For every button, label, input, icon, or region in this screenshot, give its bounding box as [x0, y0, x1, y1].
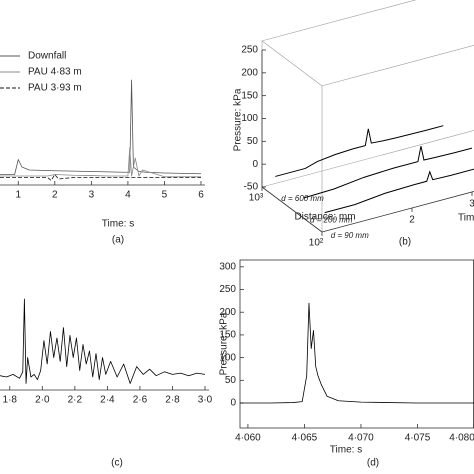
- trace-line: [275, 125, 444, 177]
- x-tick-label: 4·070: [348, 433, 374, 444]
- series-line: [0, 147, 201, 178]
- y-tick-label: 0: [230, 398, 236, 409]
- trace-line: [324, 168, 474, 214]
- x-tick-label: 2·2: [68, 395, 83, 406]
- x-tick-label: 1·8: [3, 395, 18, 406]
- y-tick-label: 150: [219, 330, 236, 341]
- panel-label: (d): [367, 458, 379, 469]
- y-tick-label: 200: [241, 67, 258, 78]
- y-tick-label: 300: [219, 261, 236, 272]
- x-tick-label: 4·065: [292, 433, 318, 444]
- series-line: [0, 298, 206, 384]
- x-tick-label: 6: [198, 190, 204, 201]
- y-tick-label: 0: [252, 159, 258, 170]
- frame-edge: [261, 40, 323, 87]
- x-tick-label: 2·4: [100, 395, 115, 406]
- trace-line: [303, 146, 473, 199]
- legend-label: PAU 4·83 m: [28, 67, 82, 78]
- x-tick-label: 3: [89, 190, 95, 201]
- time-axis: [321, 191, 474, 233]
- x-tick-label: 2·0: [35, 395, 50, 406]
- series-line: [0, 79, 202, 175]
- panel-label: (b): [399, 237, 411, 248]
- frame-edge: [261, 130, 474, 188]
- time-tick-label: 3: [469, 199, 474, 210]
- y-tick-label: 200: [219, 307, 236, 318]
- series-line: [240, 302, 474, 404]
- y-tick-label: 50: [225, 375, 237, 386]
- x-tick-label: 1: [15, 190, 21, 201]
- series-line: [0, 174, 201, 181]
- trace-label: d = 200 mm: [310, 216, 353, 225]
- distance-axis-label: Distance: mm: [294, 212, 355, 223]
- x-tick-label: 4·080: [449, 433, 474, 444]
- frame-edge: [261, 0, 417, 42]
- y-tick-label: 250: [219, 284, 236, 295]
- x-tick-label: 5: [162, 190, 168, 201]
- time-tick-label: 2: [409, 215, 415, 226]
- panel-label: (c): [111, 458, 123, 469]
- frame-edge: [321, 45, 474, 87]
- x-tick-label: 2·8: [165, 395, 180, 406]
- x-axis-label: Time: s: [330, 445, 362, 456]
- panel-label: (a): [112, 235, 124, 246]
- x-tick-label: 4·060: [235, 433, 261, 444]
- y-tick-label: 150: [241, 90, 258, 101]
- y-tick-label: 250: [241, 45, 258, 56]
- x-tick-label: 4·075: [405, 433, 431, 444]
- y-tick-label: -50: [244, 182, 259, 193]
- time-axis-label: Time: s: [458, 213, 474, 224]
- y-axis-label: Pressure: kPa: [233, 88, 244, 151]
- legend-label: Downfall: [28, 51, 66, 62]
- y-tick-label: 100: [219, 352, 236, 363]
- x-axis-label: Time: s: [102, 219, 134, 230]
- y-axis-label: Pressure: kPa: [219, 312, 230, 375]
- x-tick-label: 2·6: [133, 395, 148, 406]
- distance-tick-label: 10²: [309, 238, 324, 249]
- distance-axis: [261, 186, 323, 233]
- trace-label: d = 90 mm: [331, 231, 369, 240]
- legend-label: PAU 3·93 m: [28, 83, 82, 94]
- y-tick-label: 100: [241, 113, 258, 124]
- distance-tick-label: 10³: [249, 193, 264, 204]
- x-tick-label: 3·0: [198, 395, 213, 406]
- y-tick-label: 50: [247, 136, 259, 147]
- x-tick-label: 4: [125, 190, 131, 201]
- x-tick-label: 2: [52, 190, 58, 201]
- trace-label: d = 600 mm: [281, 194, 324, 203]
